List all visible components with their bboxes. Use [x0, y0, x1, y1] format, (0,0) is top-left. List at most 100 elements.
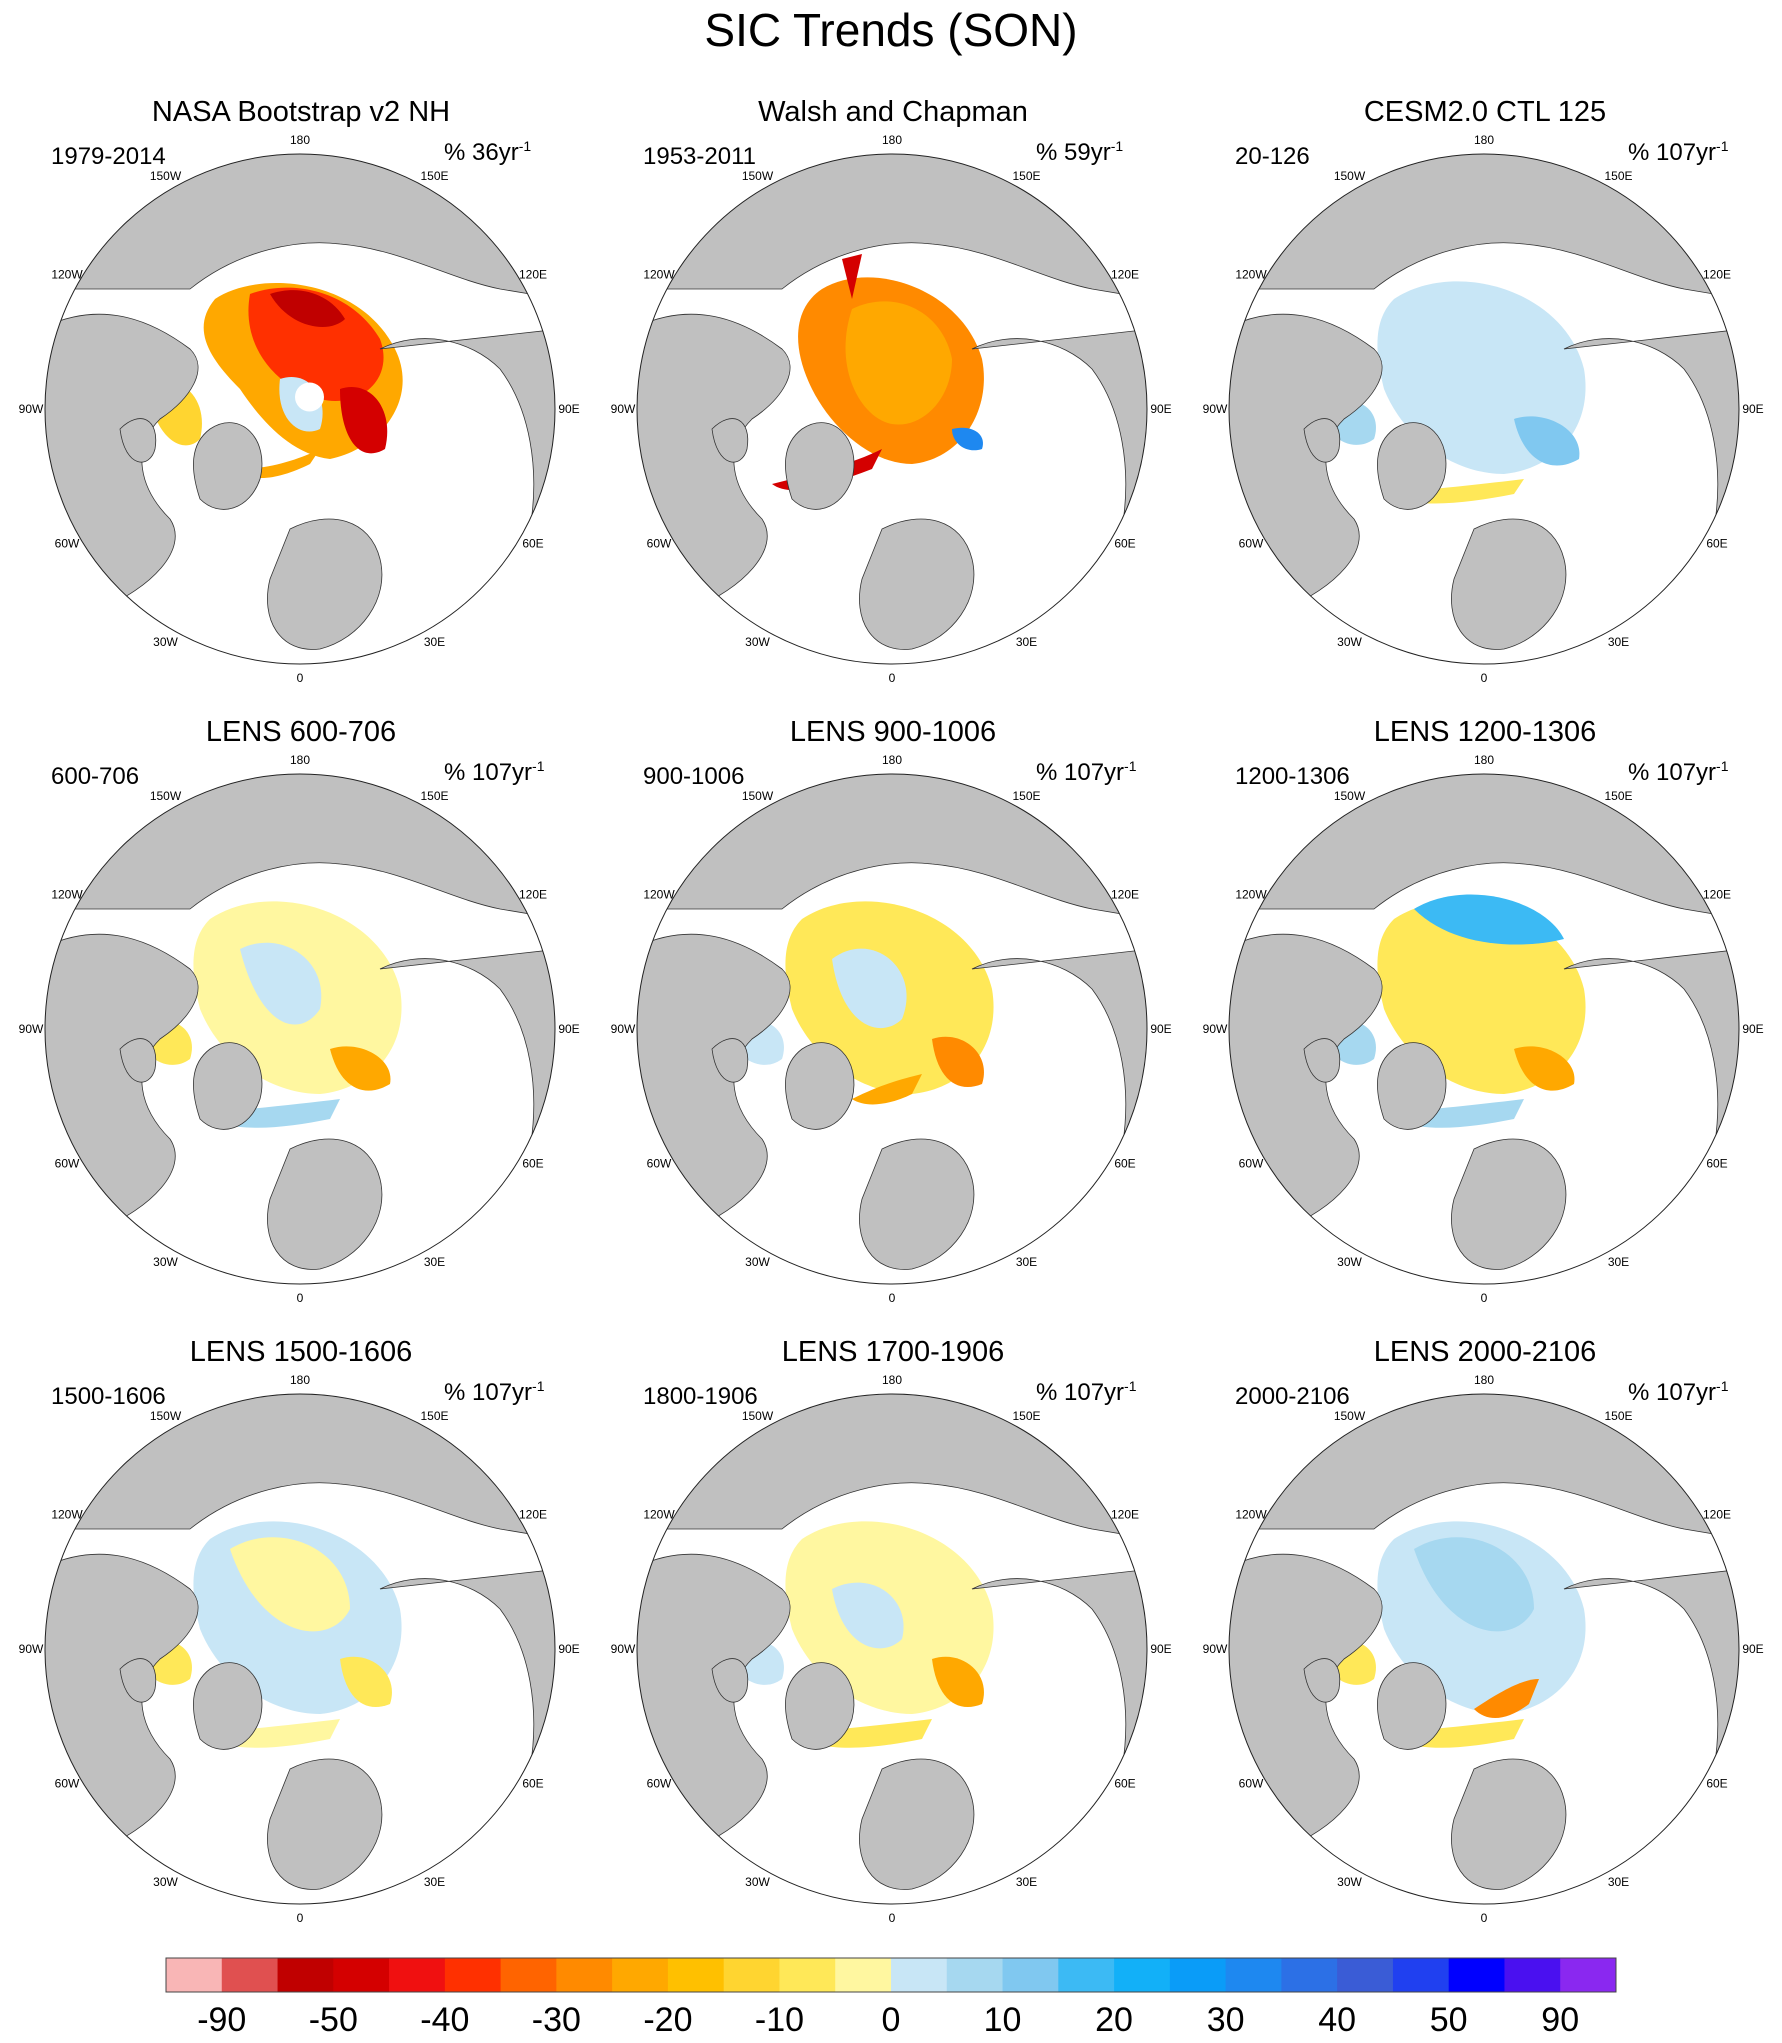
lon-label: 60E	[1114, 1777, 1135, 1791]
map-body	[45, 1394, 555, 1904]
land-mass	[1303, 1658, 1341, 1703]
panel-units: % 36yr-1	[444, 138, 532, 166]
colorbar-swatch	[835, 1958, 892, 1992]
land-mass	[859, 1758, 975, 1890]
panel-title: Walsh and Chapman	[758, 96, 1028, 128]
map-outline	[636, 773, 1148, 1285]
panel-units: % 59yr-1	[1036, 138, 1124, 166]
lon-label: 120W	[643, 888, 675, 902]
lon-label: 30E	[1608, 1875, 1629, 1889]
colorbar-swatch	[1225, 1958, 1282, 1992]
trend-patch	[1377, 901, 1586, 1094]
map-body	[637, 774, 1147, 1284]
lon-label: 60E	[522, 1157, 543, 1171]
land-mass	[711, 418, 749, 463]
land-mass	[637, 933, 791, 1230]
trend-patch	[1474, 1679, 1539, 1719]
colorbar-tick-label: -10	[754, 2001, 805, 2039]
lon-labels: 180 150E 120E 90E 60E 30E 0 30W 60W 90W 120W 150W	[1203, 753, 1764, 1305]
polar-map: 180 150E 120E 90E 60E 30E 0 30W 60W 90W 120W 150W	[19, 753, 580, 1305]
lon-label: 90W	[1203, 1022, 1228, 1036]
lon-label: 90E	[558, 1022, 579, 1036]
lon-label: 120E	[519, 888, 547, 902]
lon-label: 30W	[745, 1255, 770, 1269]
polar-map: 180 150E 120E 90E 60E 30E 0 30W 60W 90W 120W 150W	[611, 753, 1172, 1305]
lon-label: 90E	[1150, 1022, 1171, 1036]
lon-label: 120W	[51, 1508, 83, 1522]
lon-label: 150W	[150, 789, 182, 803]
lon-labels: 180 150E 120E 90E 60E 30E 0 30W 60W 90W 120W 150W	[1203, 133, 1764, 685]
colorbar-swatch	[1560, 1958, 1617, 1992]
polar-map: 180 150E 120E 90E 60E 30E 0 30W 60W 90W 120W 150W	[1203, 1373, 1764, 1925]
lon-label: 150W	[1334, 1409, 1366, 1423]
panel-period: 1800-1906	[643, 1383, 758, 1410]
lon-label: 60E	[1706, 1157, 1727, 1171]
colorbar-swatch	[1392, 1958, 1450, 1992]
panel-title: NASA Bootstrap v2 NH	[151, 96, 451, 128]
lon-label: 30W	[1337, 635, 1362, 649]
lon-label: 180	[882, 133, 902, 147]
lon-label: 60E	[522, 1777, 543, 1791]
lon-label: 150W	[1334, 169, 1366, 183]
panel-period: 2000-2106	[1235, 1383, 1350, 1410]
lon-label: 150W	[742, 789, 774, 803]
panel-lens-1200: LENS 1200-1306 1200-1306 % 107yr-1 180 15…	[1190, 714, 1780, 1324]
lon-label: 90E	[1742, 402, 1763, 416]
lon-label: 0	[297, 1911, 304, 1925]
colorbar-tick-label: 90	[1541, 2001, 1580, 2039]
land-mass	[193, 1662, 263, 1750]
colorbar-swatch	[667, 1958, 725, 1992]
lon-label: 60W	[55, 537, 80, 551]
lon-label: 60E	[1706, 537, 1727, 551]
lon-label: 180	[882, 1373, 902, 1387]
panel-cesm-ctl: CESM2.0 CTL 125 20-126 % 107yr-1 180 150E…	[1190, 94, 1780, 704]
lon-label: 150W	[150, 1409, 182, 1423]
colorbar-swatch	[723, 1958, 780, 1992]
colorbar-tick-label: -30	[531, 2001, 581, 2039]
lon-label: 150E	[1012, 169, 1040, 183]
colorbar-swatch	[221, 1958, 278, 1992]
colorbar-tick-label: 0	[881, 2001, 901, 2039]
ice-trend-field	[140, 1521, 402, 1748]
land-mass	[119, 1658, 157, 1703]
lon-label: 150W	[742, 169, 774, 183]
lon-label: 90W	[1203, 402, 1228, 416]
panel-lens-2000: LENS 2000-2106 2000-2106 % 107yr-1 180 15…	[1190, 1334, 1780, 1944]
panel-units: % 107yr-1	[444, 758, 545, 786]
lon-label: 60E	[1706, 1777, 1727, 1791]
lon-label: 60E	[1114, 537, 1135, 551]
lon-label: 120E	[1703, 268, 1731, 282]
polar-map: 180 150E 120E 90E 60E 30E 0 30W 60W 90W 120W 150W	[1203, 133, 1764, 685]
lon-label: 30W	[153, 635, 178, 649]
lon-label: 90W	[611, 1022, 636, 1036]
trend-patch	[295, 382, 324, 412]
lon-label: 30E	[1608, 635, 1629, 649]
lon-label: 90E	[1742, 1642, 1763, 1656]
colorbar-swatch	[612, 1958, 669, 1992]
polar-map: 180 150E 120E 90E 60E 30E 0 30W 60W 90W 120W 150W	[611, 133, 1172, 685]
lon-label: 150E	[1604, 1409, 1632, 1423]
panel-lens-900: LENS 900-1006 900-1006 % 107yr-1 180 150E…	[598, 714, 1188, 1324]
panel-units: % 107yr-1	[1036, 1378, 1137, 1406]
lon-label: 30W	[1337, 1255, 1362, 1269]
lon-label: 120W	[51, 268, 83, 282]
lon-label: 60W	[55, 1777, 80, 1791]
panel-title: LENS 900-1006	[789, 716, 997, 748]
panel-nasa-bootstrap: NASA Bootstrap v2 NH 1979-2014 % 36yr-1 …	[6, 94, 596, 704]
lon-label: 90W	[19, 1022, 44, 1036]
lon-label: 180	[882, 753, 902, 767]
lon-label: 0	[889, 671, 896, 685]
panel-lens-1700: LENS 1700-1906 1800-1906 % 107yr-1 180 15…	[598, 1334, 1188, 1944]
land-mass	[45, 1553, 199, 1850]
land-mass	[1229, 1553, 1383, 1850]
colorbar-swatch	[444, 1958, 502, 1992]
land-mass	[119, 1038, 157, 1083]
trend-patch	[932, 1036, 984, 1087]
land-mass	[267, 518, 383, 650]
ice-trend-field	[732, 901, 994, 1105]
land-mass	[785, 1042, 855, 1130]
colorbar-swatch	[1504, 1958, 1561, 1992]
colorbar-swatch	[556, 1958, 613, 1992]
map-body	[1229, 1394, 1739, 1904]
lon-label: 90E	[1150, 1642, 1171, 1656]
